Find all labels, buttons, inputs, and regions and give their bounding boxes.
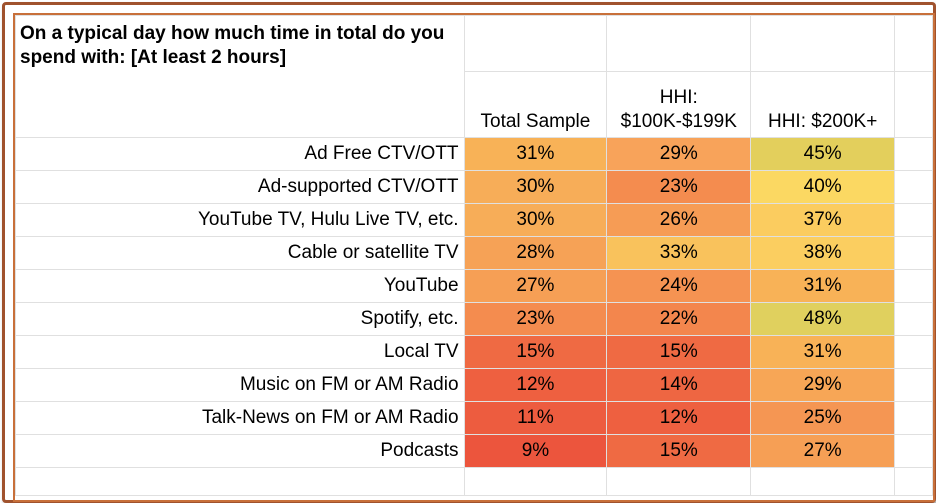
table-row: Talk-News on FM or AM Radio 11% 12% 25% <box>15 401 933 435</box>
value-cell: 30% <box>463 203 608 237</box>
value-cell: 12% <box>606 401 752 435</box>
value-cell: 22% <box>606 302 752 336</box>
table-row: Cable or satellite TV 28% 33% 38% <box>15 236 933 270</box>
table-row: YouTube 27% 24% 31% <box>15 269 933 303</box>
table-row: Spotify, etc. 23% 22% 48% <box>15 302 933 336</box>
value-cell: 12% <box>463 368 608 402</box>
row-label: YouTube TV, Hulu Live TV, etc. <box>15 203 465 237</box>
table-row: YouTube TV, Hulu Live TV, etc. 30% 26% 37% <box>15 203 933 237</box>
value-cell: 25% <box>750 401 896 435</box>
empty-cell <box>894 434 933 468</box>
row-label: Music on FM or AM Radio <box>15 368 465 402</box>
row-label: Ad-supported CTV/OTT <box>15 170 465 204</box>
empty-cell <box>894 236 933 270</box>
value-cell: 27% <box>463 269 608 303</box>
value-cell: 31% <box>750 269 896 303</box>
value-cell: 11% <box>463 401 608 435</box>
value-cell: 23% <box>463 302 608 336</box>
empty-cell <box>894 467 933 496</box>
value-cell: 37% <box>750 203 896 237</box>
data-table: On a typical day how much time in total … <box>15 15 933 496</box>
value-cell: 15% <box>606 434 752 468</box>
empty-cell <box>894 335 933 369</box>
value-cell: 15% <box>463 335 608 369</box>
table-row: Ad Free CTV/OTT 31% 29% 45% <box>15 137 933 171</box>
empty-cell <box>894 15 933 72</box>
column-header-hhi-200k-plus: HHI: $200K+ <box>750 71 896 138</box>
value-cell: 27% <box>750 434 896 468</box>
row-label: Ad Free CTV/OTT <box>15 137 465 171</box>
table-row: Local TV 15% 15% 31% <box>15 335 933 369</box>
empty-cell <box>750 15 896 72</box>
value-cell: 14% <box>606 368 752 402</box>
value-cell: 48% <box>750 302 896 336</box>
column-header-hhi-100k-199k: HHI: $100K-$199K <box>606 71 752 138</box>
column-header-total-sample: Total Sample <box>463 71 608 138</box>
value-cell: 29% <box>750 368 896 402</box>
table-row: Music on FM or AM Radio 12% 14% 29% <box>15 368 933 402</box>
empty-cell <box>463 467 608 496</box>
value-cell: 28% <box>463 236 608 270</box>
empty-cell <box>15 71 465 138</box>
row-label: YouTube <box>15 269 465 303</box>
table-row: Podcasts 9% 15% 27% <box>15 434 933 468</box>
empty-cell <box>894 203 933 237</box>
value-cell: 31% <box>463 137 608 171</box>
value-cell: 38% <box>750 236 896 270</box>
value-cell: 9% <box>463 434 608 468</box>
empty-cell <box>15 467 465 496</box>
row-label: Talk-News on FM or AM Radio <box>15 401 465 435</box>
value-cell: 33% <box>606 236 752 270</box>
empty-cell <box>894 368 933 402</box>
empty-cell <box>606 15 752 72</box>
value-cell: 45% <box>750 137 896 171</box>
value-cell: 23% <box>606 170 752 204</box>
value-cell: 30% <box>463 170 608 204</box>
empty-cell <box>894 137 933 171</box>
empty-cell <box>894 269 933 303</box>
value-cell: 40% <box>750 170 896 204</box>
empty-cell <box>463 15 608 72</box>
value-cell: 24% <box>606 269 752 303</box>
empty-cell <box>894 170 933 204</box>
value-cell: 15% <box>606 335 752 369</box>
row-label: Podcasts <box>15 434 465 468</box>
row-label: Spotify, etc. <box>15 302 465 336</box>
table-row: Ad-supported CTV/OTT 30% 23% 40% <box>15 170 933 204</box>
table-title: On a typical day how much time in total … <box>15 15 465 72</box>
value-cell: 31% <box>750 335 896 369</box>
empty-cell <box>606 467 752 496</box>
empty-cell <box>894 302 933 336</box>
empty-cell <box>894 401 933 435</box>
inner-frame: On a typical day how much time in total … <box>13 13 935 502</box>
row-label: Cable or satellite TV <box>15 236 465 270</box>
empty-cell <box>750 467 896 496</box>
value-cell: 29% <box>606 137 752 171</box>
value-cell: 26% <box>606 203 752 237</box>
row-label: Local TV <box>15 335 465 369</box>
empty-cell <box>894 71 933 138</box>
